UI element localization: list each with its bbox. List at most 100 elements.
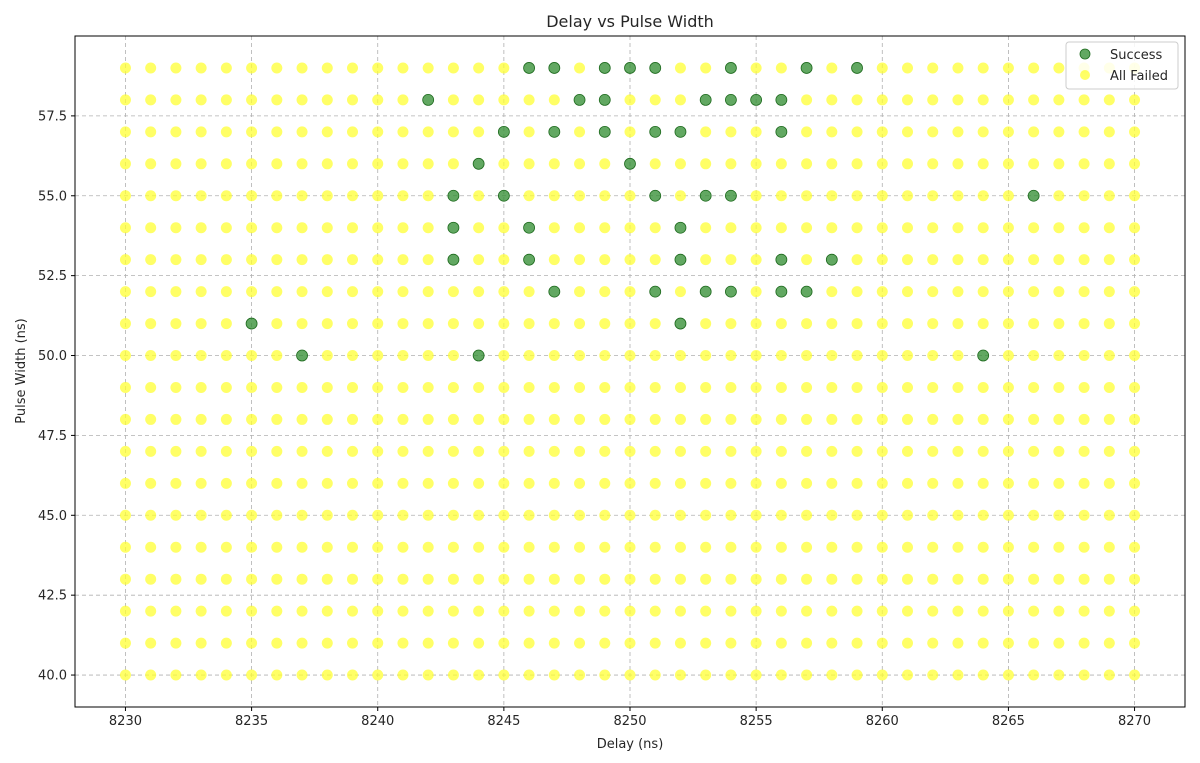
failed-point bbox=[397, 509, 409, 521]
failed-point bbox=[801, 126, 813, 138]
failed-point bbox=[347, 637, 358, 649]
success-point bbox=[497, 125, 510, 138]
failed-point bbox=[876, 318, 888, 330]
failed-point bbox=[195, 158, 207, 170]
failed-point bbox=[473, 318, 485, 330]
failed-point bbox=[296, 190, 308, 202]
failed-point bbox=[1103, 158, 1115, 170]
failed-point bbox=[826, 413, 838, 425]
failed-point bbox=[195, 62, 207, 74]
failed-point bbox=[195, 669, 207, 681]
failed-point bbox=[902, 350, 913, 362]
failed-point bbox=[876, 637, 888, 649]
failed-point bbox=[775, 381, 787, 393]
failed-point bbox=[700, 126, 712, 138]
failed-point bbox=[1129, 126, 1141, 138]
failed-point bbox=[422, 190, 434, 202]
failed-point bbox=[548, 158, 560, 170]
failed-point bbox=[195, 190, 207, 202]
failed-point bbox=[977, 541, 989, 553]
failed-point bbox=[473, 669, 485, 681]
failed-point bbox=[447, 350, 459, 362]
failed-point bbox=[195, 605, 207, 617]
failed-point bbox=[902, 62, 913, 74]
failed-point bbox=[826, 669, 838, 681]
failed-point bbox=[447, 94, 459, 106]
failed-point bbox=[145, 573, 157, 585]
legend-failed-label: All Failed bbox=[1110, 69, 1168, 84]
failed-point bbox=[220, 445, 232, 457]
success-point bbox=[699, 285, 712, 298]
failed-point bbox=[1053, 222, 1065, 234]
failed-point bbox=[750, 637, 762, 649]
failed-point bbox=[347, 94, 358, 106]
failed-point bbox=[372, 350, 384, 362]
failed-point bbox=[801, 318, 813, 330]
failed-point bbox=[851, 413, 863, 425]
failed-point bbox=[801, 158, 813, 170]
failed-point bbox=[119, 541, 131, 553]
success-point bbox=[548, 125, 561, 138]
failed-point bbox=[1053, 605, 1065, 617]
failed-point bbox=[473, 477, 485, 489]
failed-point bbox=[1002, 254, 1014, 266]
failed-point bbox=[927, 573, 939, 585]
failed-point bbox=[447, 318, 459, 330]
failed-point bbox=[851, 286, 863, 298]
success-point bbox=[699, 189, 712, 202]
failed-point bbox=[649, 669, 661, 681]
failed-point bbox=[952, 573, 964, 585]
failed-point bbox=[523, 158, 535, 170]
failed-point bbox=[1002, 350, 1014, 362]
failed-point bbox=[119, 94, 131, 106]
failed-point bbox=[1028, 509, 1040, 521]
failed-point bbox=[674, 605, 686, 617]
failed-point bbox=[372, 637, 384, 649]
failed-point bbox=[372, 190, 384, 202]
failed-point bbox=[674, 413, 686, 425]
failed-point bbox=[246, 509, 258, 521]
failed-point bbox=[649, 445, 661, 457]
failed-point bbox=[523, 286, 535, 298]
failed-point bbox=[271, 573, 283, 585]
failed-point bbox=[624, 286, 636, 298]
failed-point bbox=[1053, 94, 1065, 106]
failed-point bbox=[220, 541, 232, 553]
failed-point bbox=[195, 445, 207, 457]
failed-point bbox=[1129, 190, 1141, 202]
failed-point bbox=[447, 158, 459, 170]
failed-point bbox=[876, 94, 888, 106]
failed-point bbox=[1002, 222, 1014, 234]
legend-success-label: Success bbox=[1110, 48, 1163, 63]
failed-point bbox=[826, 605, 838, 617]
series-all-failed bbox=[119, 62, 1141, 681]
failed-point bbox=[170, 605, 182, 617]
failed-point bbox=[220, 477, 232, 489]
failed-point bbox=[1129, 158, 1141, 170]
failed-point bbox=[296, 605, 308, 617]
failed-point bbox=[523, 509, 535, 521]
failed-point bbox=[725, 126, 737, 138]
failed-point bbox=[347, 605, 358, 617]
failed-point bbox=[876, 669, 888, 681]
failed-point bbox=[321, 158, 333, 170]
failed-point bbox=[750, 541, 762, 553]
failed-point bbox=[700, 413, 712, 425]
failed-point bbox=[775, 445, 787, 457]
failed-point bbox=[574, 190, 586, 202]
failed-point bbox=[902, 541, 913, 553]
legend: Success All Failed bbox=[1065, 41, 1179, 90]
failed-point bbox=[246, 445, 258, 457]
failed-point bbox=[750, 605, 762, 617]
failed-point bbox=[1028, 350, 1040, 362]
failed-point bbox=[195, 381, 207, 393]
failed-point bbox=[447, 669, 459, 681]
failed-point bbox=[750, 190, 762, 202]
failed-point bbox=[952, 541, 964, 553]
failed-point bbox=[649, 254, 661, 266]
failed-point bbox=[725, 413, 737, 425]
success-point bbox=[800, 62, 813, 74]
failed-point bbox=[574, 573, 586, 585]
failed-point bbox=[296, 477, 308, 489]
failed-point bbox=[119, 126, 131, 138]
